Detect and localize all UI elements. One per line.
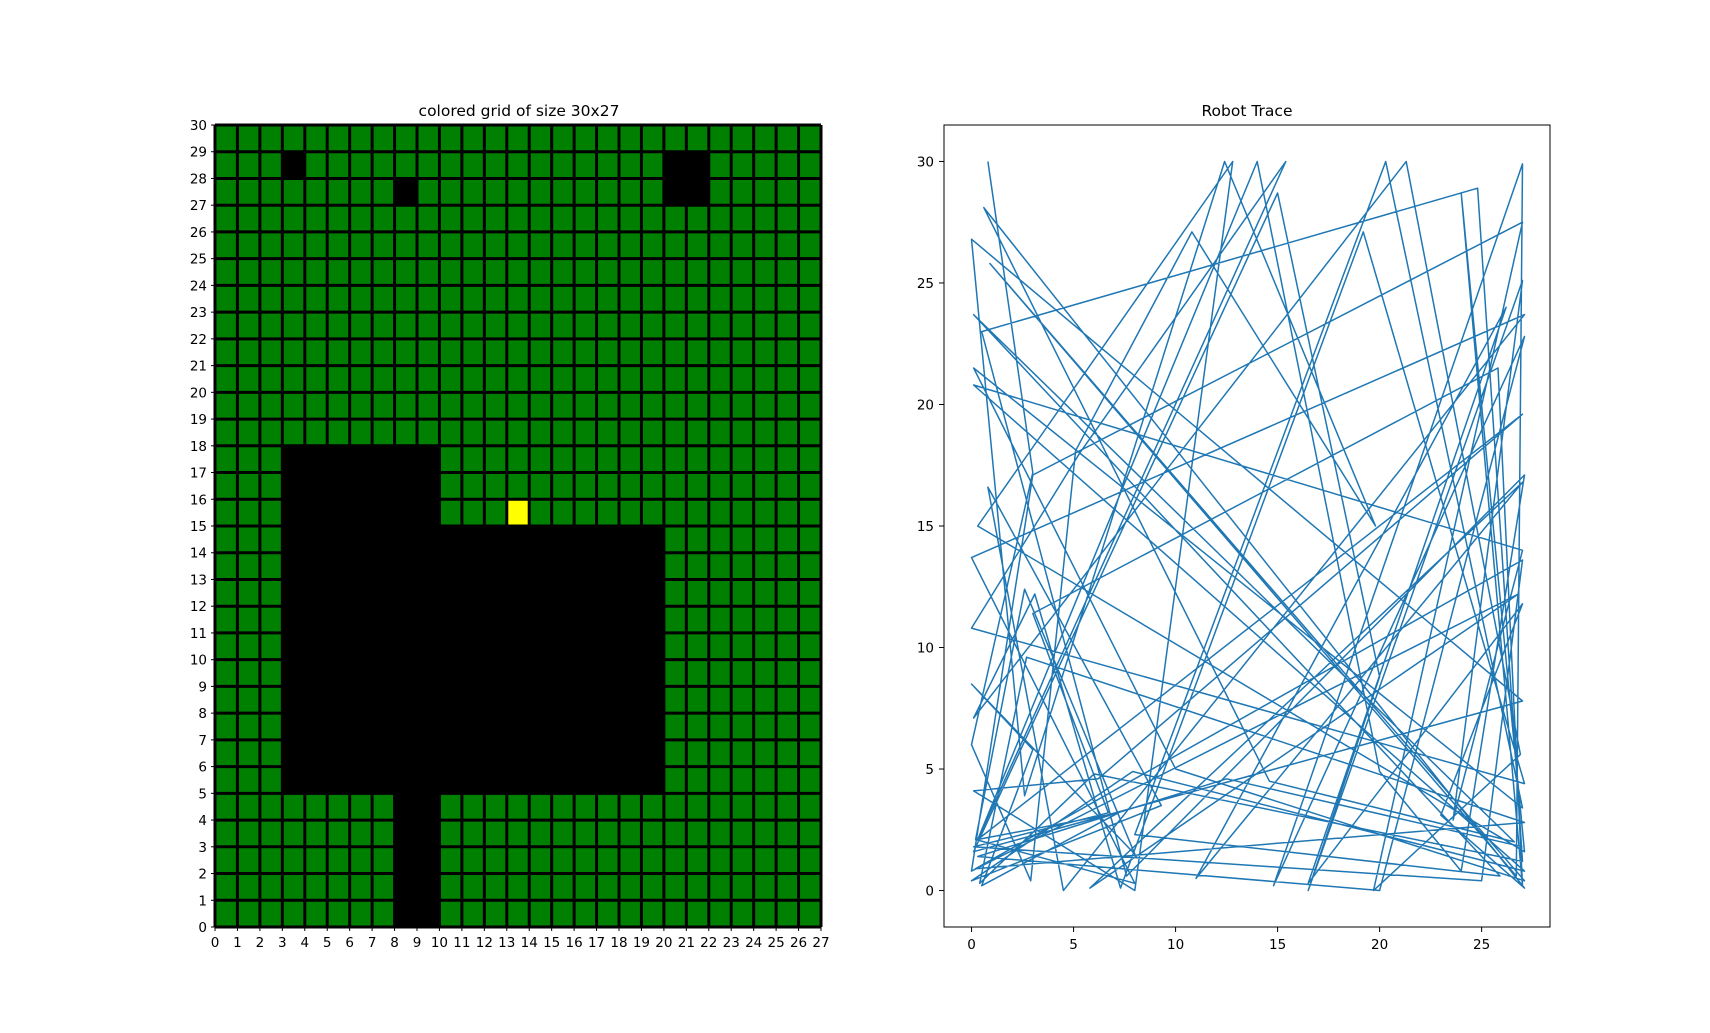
grid-obstacle <box>282 445 440 794</box>
grid-x-tick-label: 12 <box>476 935 493 951</box>
grid-x-tick-label: 4 <box>300 935 309 951</box>
trace-y-tick-label: 20 <box>917 397 934 413</box>
grid-x-tick-label: 18 <box>610 935 627 951</box>
trace-y-tick-label: 25 <box>917 276 934 292</box>
grid-y-tick-label: 25 <box>190 252 207 268</box>
grid-x-tick-label: 0 <box>211 935 220 951</box>
grid-y-tick-label: 22 <box>190 332 207 348</box>
grid-x-tick-label: 8 <box>390 935 399 951</box>
grid-y-tick-label: 19 <box>190 412 207 428</box>
grid-x-tick-label: 10 <box>431 935 448 951</box>
grid-x-tick-label: 6 <box>345 935 354 951</box>
trace-y-tick-label: 15 <box>917 519 934 535</box>
grid-x-tick-label: 13 <box>498 935 515 951</box>
grid-y-tick-label: 18 <box>190 439 207 455</box>
grid-y-tick-label: 14 <box>190 546 207 562</box>
grid-chart-title: colored grid of size 30x27 <box>419 102 620 120</box>
grid-x-tick-label: 23 <box>723 935 740 951</box>
grid-obstacle <box>282 151 305 179</box>
trace-y-tick-label: 30 <box>917 154 934 170</box>
grid-x-tick-label: 26 <box>790 935 807 951</box>
grid-x-tick-label: 3 <box>278 935 287 951</box>
grid-y-tick-label: 17 <box>190 466 207 482</box>
grid-lines <box>213 123 823 929</box>
trace-y-tick-label: 0 <box>925 884 934 900</box>
trace-chart-title: Robot Trace <box>1201 102 1292 120</box>
grid-y-tick-label: 12 <box>190 599 207 615</box>
grid-x-tick-label: 20 <box>655 935 672 951</box>
trace-y-ticks: 0 5 10 15 20 25 30 <box>917 154 944 900</box>
grid-x-tick-label: 9 <box>413 935 422 951</box>
grid-y-tick-label: 20 <box>190 385 207 401</box>
grid-y-tick-label: 27 <box>190 198 207 214</box>
trace-x-ticks: 0 5 10 15 20 25 <box>967 927 1490 953</box>
grid-y-tick-label: 4 <box>198 813 207 829</box>
trace-x-tick-label: 25 <box>1473 937 1490 953</box>
grid-y-tick-label: 10 <box>190 653 207 669</box>
grid-y-tick-label: 6 <box>198 760 207 776</box>
grid-x-tick-label: 15 <box>543 935 560 951</box>
trace-y-tick-label: 10 <box>917 641 934 657</box>
grid-y-tick-label: 7 <box>198 733 207 749</box>
grid-y-tick-label: 9 <box>198 679 207 695</box>
grid-y-tick-label: 5 <box>198 786 207 802</box>
grid-x-tick-label: 24 <box>745 935 762 951</box>
grid-chart: colored grid of size 30x27 0 1 2 3 4 5 6 7 8 9 10 1… <box>190 102 830 951</box>
grid-y-tick-label: 28 <box>190 171 207 187</box>
trace-x-tick-label: 10 <box>1167 937 1184 953</box>
grid-target-cell <box>506 499 530 526</box>
grid-x-ticks: 0 1 2 3 4 5 6 7 8 9 10 11 12 13 14 15 16 17 18 19 20 21 22 23 24… <box>211 927 830 951</box>
trace-series-line <box>970 160 1526 892</box>
grid-x-tick-label: 5 <box>323 935 332 951</box>
grid-y-tick-label: 2 <box>198 867 207 883</box>
grid-x-tick-label: 27 <box>812 935 829 951</box>
grid-y-tick-label: 21 <box>190 359 207 375</box>
grid-y-tick-label: 26 <box>190 225 207 241</box>
grid-x-tick-label: 14 <box>521 935 538 951</box>
grid-x-tick-label: 21 <box>678 935 695 951</box>
grid-y-tick-label: 3 <box>198 840 207 856</box>
trace-x-tick-label: 0 <box>967 937 976 953</box>
grid-x-tick-label: 22 <box>700 935 717 951</box>
grid-x-tick-label: 17 <box>588 935 605 951</box>
grid-y-tick-label: 0 <box>198 920 207 936</box>
trace-x-tick-label: 15 <box>1269 937 1286 953</box>
grid-x-tick-label: 1 <box>233 935 242 951</box>
grid-x-tick-label: 2 <box>256 935 265 951</box>
grid-x-tick-label: 25 <box>768 935 785 951</box>
grid-y-tick-label: 11 <box>190 626 207 642</box>
grid-obstacle <box>394 178 417 206</box>
grid-y-tick-label: 16 <box>190 492 207 508</box>
grid-y-tick-label: 13 <box>190 572 207 588</box>
grid-y-ticks: 0123456789101112131415161718192021222324… <box>190 118 215 936</box>
grid-y-tick-label: 29 <box>190 145 207 161</box>
grid-x-tick-label: 7 <box>368 935 377 951</box>
grid-y-tick-label: 23 <box>190 305 207 321</box>
grid-y-tick-label: 24 <box>190 278 207 294</box>
grid-y-tick-label: 15 <box>190 519 207 535</box>
grid-y-tick-label: 1 <box>198 893 207 909</box>
grid-x-tick-label: 16 <box>566 935 583 951</box>
trace-y-tick-label: 5 <box>925 762 934 778</box>
grid-x-tick-label: 11 <box>453 935 470 951</box>
grid-y-tick-label: 30 <box>190 118 207 134</box>
trace-x-tick-label: 5 <box>1069 937 1078 953</box>
trace-x-tick-label: 20 <box>1371 937 1388 953</box>
trace-chart: Robot Trace 0 5 10 15 20 25 0 5 10 15 20 25 30 <box>917 102 1551 953</box>
grid-y-tick-label: 8 <box>198 706 207 722</box>
grid-x-tick-label: 19 <box>633 935 650 951</box>
